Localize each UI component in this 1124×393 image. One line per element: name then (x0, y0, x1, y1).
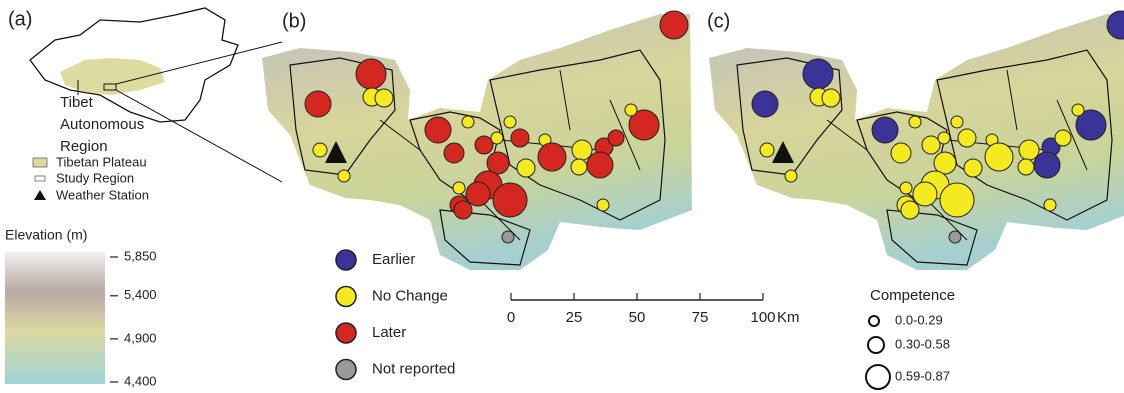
elevation-ticks: 5,850 5,400 4,900 4,400 (110, 248, 157, 388)
site-marker (1019, 140, 1039, 160)
scale-tick-label: 50 (629, 309, 646, 326)
elevation-tick-label: 5,400 (124, 287, 157, 302)
site-marker (891, 143, 911, 163)
site-marker (356, 59, 386, 89)
site-marker (900, 182, 912, 194)
panel-label: (a) (8, 8, 32, 30)
inset-map: Tibet Autonomous Region Tibetan Plateau … (30, 8, 282, 202)
competence-swatch (869, 316, 879, 326)
site-marker (938, 132, 950, 144)
site-marker (571, 159, 587, 175)
competence-legend: Competence 0.0-0.29 0.30-0.58 0.59-0.87 (866, 287, 955, 389)
legend-label: Not reported (372, 360, 455, 377)
site-marker (1055, 130, 1071, 146)
scale-tick-label: 25 (566, 309, 583, 326)
site-marker (453, 182, 465, 194)
legend-label: Earlier (372, 251, 415, 268)
site-marker (504, 116, 516, 128)
site-marker (752, 91, 778, 117)
inset-annotation: Region (60, 138, 108, 155)
inset-annotation: Autonomous (60, 116, 144, 133)
panel-label: (c) (707, 10, 730, 32)
competence-label: 0.30-0.58 (895, 336, 950, 351)
site-marker (338, 170, 350, 182)
site-marker (949, 231, 961, 243)
competence-title: Competence (870, 287, 955, 304)
elevation-tick-label: 5,850 (124, 248, 157, 263)
site-marker (1072, 104, 1084, 116)
site-marker (922, 136, 940, 154)
site-marker (1034, 152, 1060, 178)
site-marker (958, 129, 976, 147)
site-marker (502, 231, 514, 243)
site-marker (597, 199, 609, 211)
site-marker (608, 130, 624, 146)
inset-legend-label: Tibetan Plateau (56, 154, 147, 169)
site-marker (625, 104, 637, 116)
scale-unit: Km (777, 309, 800, 326)
site-marker (660, 11, 688, 39)
site-marker (785, 170, 797, 182)
site-marker (572, 140, 592, 160)
site-marker (964, 159, 982, 177)
site-marker (760, 143, 774, 157)
competence-swatch (868, 337, 884, 353)
page: Tibet Autonomous Region Tibetan Plateau … (0, 0, 1124, 393)
site-marker (803, 59, 833, 89)
site-marker (511, 129, 529, 147)
competence-label: 0.0-0.29 (895, 312, 943, 327)
site-marker (587, 152, 613, 178)
site-marker (305, 91, 331, 117)
site-marker (872, 117, 898, 143)
site-marker (1018, 159, 1034, 175)
map-panel-b (262, 11, 692, 270)
site-marker (538, 143, 566, 171)
legend-swatch (336, 323, 356, 343)
site-marker (425, 117, 451, 143)
elevation-ramp (5, 252, 105, 384)
site-marker (466, 182, 490, 206)
site-marker (951, 116, 963, 128)
elevation-title: Elevation (m) (5, 227, 87, 243)
legend-label: Later (372, 324, 406, 341)
site-marker (822, 89, 840, 107)
site-marker (517, 159, 535, 177)
site-marker (913, 182, 937, 206)
map-panel-c (709, 11, 1124, 270)
scale-tick-label: 100 (750, 309, 775, 326)
competence-swatch (866, 365, 890, 389)
site-marker (909, 116, 921, 128)
site-marker (491, 132, 503, 144)
legend-swatch (336, 250, 356, 270)
inset-legend-label: Weather Station (56, 187, 149, 202)
site-marker (375, 89, 393, 107)
site-marker (313, 143, 327, 157)
elevation-tick-label: 4,900 (124, 330, 157, 345)
legend-swatch (336, 360, 356, 380)
site-marker (462, 116, 474, 128)
legend-swatch (336, 287, 356, 307)
site-marker (444, 143, 464, 163)
scale-tick-label: 0 (507, 309, 515, 326)
change-legend: Earlier No Change Later Not reported (336, 250, 455, 380)
site-marker (454, 201, 472, 219)
inset-annotation: Tibet (60, 94, 94, 111)
elevation-tick-label: 4,400 (124, 373, 157, 388)
figure: Tibet Autonomous Region Tibetan Plateau … (0, 0, 1124, 393)
competence-label: 0.59-0.87 (895, 368, 950, 383)
site-marker (901, 201, 919, 219)
site-marker (493, 183, 527, 217)
site-marker (1044, 199, 1056, 211)
legend-label: No Change (372, 287, 448, 304)
inset-legend-label: Study Region (56, 170, 134, 185)
panel-label: (b) (282, 10, 306, 32)
scale-tick-label: 75 (692, 309, 709, 326)
site-marker (985, 143, 1013, 171)
site-marker (940, 183, 974, 217)
site-marker (475, 136, 493, 154)
